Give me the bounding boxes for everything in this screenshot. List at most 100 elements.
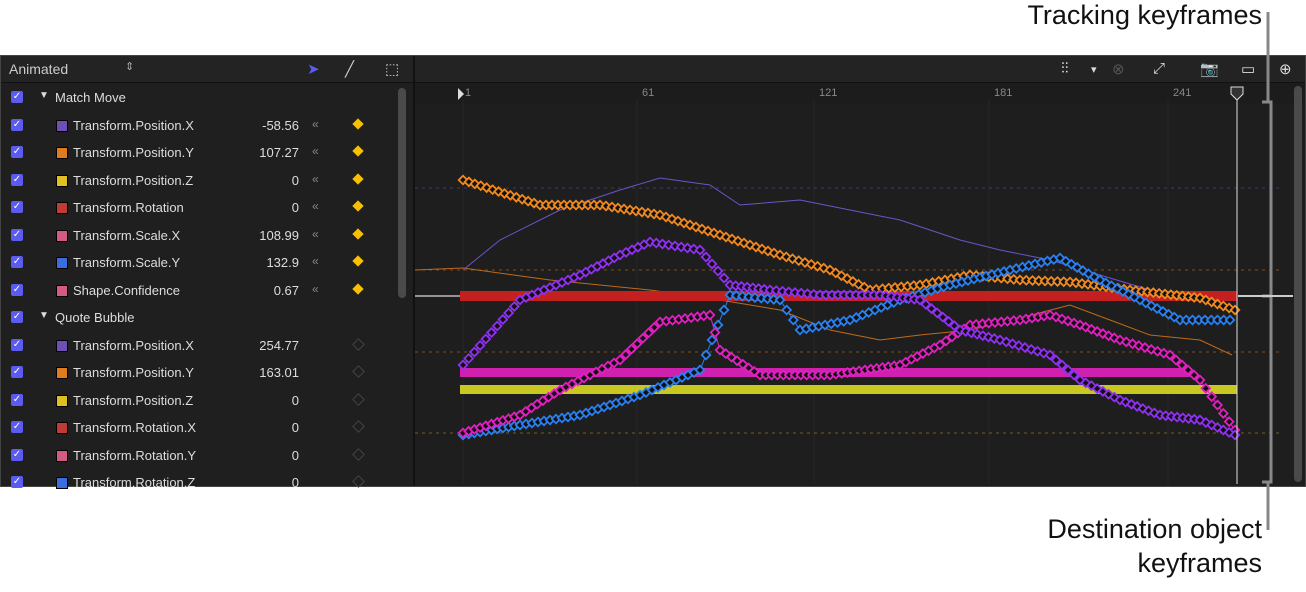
disclosure-triangle-icon[interactable]: ▼ (39, 310, 49, 321)
parameter-value[interactable]: 163.01 (259, 365, 299, 380)
checkbox[interactable]: ✓ (11, 91, 23, 103)
parameter-value[interactable]: 0 (291, 447, 299, 463)
keyframe-marker (637, 332, 649, 344)
keyframe-marker (1020, 274, 1032, 286)
parameter-row[interactable]: ✓ Transform.Rotation.X 0 (1, 414, 396, 441)
parameter-value[interactable]: 0 (291, 420, 299, 435)
fit-view-icon[interactable]: ▭ (1241, 61, 1256, 78)
disclosure-triangle-icon[interactable]: ▼ (39, 90, 49, 101)
parameter-row[interactable]: ✓ Transform.Position.X -58.56 « (1, 112, 396, 139)
checkbox[interactable]: ✓ (11, 228, 23, 241)
parameter-row[interactable]: ✓ Transform.Position.Z 0 « (1, 167, 396, 194)
keyframe-marker (808, 288, 820, 300)
keyframe-marker (983, 317, 995, 329)
parameter-row[interactable]: ✓ Transform.Position.Y 107.27 « (1, 139, 396, 166)
graph-scrollbar[interactable] (1294, 86, 1302, 482)
filter-popup[interactable]: Animated (9, 61, 69, 77)
keyframe-marker (948, 320, 960, 332)
camera-icon[interactable]: 📷 (1200, 61, 1219, 78)
keyframe-marker (468, 346, 480, 358)
keyframe-marker (820, 289, 832, 301)
chevron-down-icon[interactable]: ▾ (1091, 64, 1097, 76)
parameter-value[interactable]: 0 (291, 172, 299, 188)
list-scrollbar[interactable] (398, 88, 406, 298)
parameter-value[interactable]: 0 (291, 200, 299, 215)
bracket-tracking (1262, 100, 1273, 298)
arrow-tool-icon[interactable]: ➤ (307, 61, 320, 78)
checkbox[interactable]: ✓ (11, 146, 23, 158)
checkbox[interactable]: ✓ (11, 118, 23, 131)
keyframe-marker (783, 369, 795, 381)
previous-keyframe-icon[interactable]: « (312, 171, 319, 186)
checkbox[interactable]: ✓ (11, 448, 23, 461)
parameter-value[interactable]: 254.77 (259, 337, 299, 353)
keyframe-marker (770, 285, 782, 297)
group-row[interactable]: ✓ ▼ Quote Bubble (1, 304, 396, 331)
keyframe-marker (1014, 274, 1026, 286)
checkbox[interactable]: ✓ (11, 283, 23, 296)
checkbox[interactable]: ✓ (11, 201, 23, 213)
zoom-icon[interactable]: ⊕ (1279, 61, 1292, 78)
keyframe-marker (1045, 275, 1057, 287)
ruler-label: 61 (642, 87, 655, 99)
parameter-value[interactable]: 107.27 (259, 145, 299, 160)
parameter-value[interactable]: 0.67 (273, 282, 299, 298)
parameter-row[interactable]: ✓ Transform.Scale.Y 132.9 « (1, 249, 396, 276)
keyframe-marker (1193, 314, 1205, 326)
keyframe-marker (614, 354, 626, 366)
parameter-value[interactable]: 108.99 (259, 227, 299, 243)
checkbox[interactable]: ✓ (11, 421, 23, 433)
checkbox[interactable]: ✓ (11, 338, 23, 351)
parameter-row[interactable]: ✓ Transform.Position.X 254.77 (1, 332, 396, 359)
checkbox[interactable]: ✓ (11, 256, 23, 268)
clear-icon[interactable]: ⊗ (1112, 61, 1125, 78)
color-swatch (56, 229, 68, 242)
keyframe-marker (1174, 314, 1186, 326)
parameter-row[interactable]: ✓ Transform.Scale.X 108.99 « (1, 222, 396, 249)
playhead-handle (1230, 86, 1244, 101)
parameter-value[interactable]: 132.9 (266, 255, 299, 270)
group-row[interactable]: ✓ ▼ Match Move (1, 84, 396, 111)
keyframe-marker (503, 307, 515, 319)
keyframe-marker (631, 338, 643, 350)
keyframe-marker (760, 369, 772, 381)
keyframe-marker (862, 289, 874, 301)
previous-keyframe-icon[interactable]: « (312, 254, 319, 268)
parameter-row[interactable]: ✓ Transform.Rotation.Z 0 (1, 469, 396, 496)
updown-chevron-icon[interactable]: ⇕ (125, 61, 135, 73)
audio-waveform-icon[interactable]: ⫶⫶ (1061, 60, 1069, 77)
checkbox[interactable]: ✓ (11, 366, 23, 378)
checkbox[interactable]: ✓ (11, 476, 23, 488)
keyframe-marker (1008, 315, 1020, 327)
keyframe-marker (730, 290, 742, 302)
keyframe-marker (718, 304, 730, 316)
previous-keyframe-icon[interactable]: « (312, 116, 319, 131)
checkbox[interactable]: ✓ (11, 173, 23, 186)
keyframe-marker (766, 369, 778, 381)
parameter-value[interactable]: 0 (291, 475, 299, 490)
parameter-row[interactable]: ✓ Shape.Confidence 0.67 « (1, 277, 396, 304)
keyframe-marker (995, 316, 1007, 328)
group-name: Match Move (55, 90, 126, 105)
curve-fit-icon[interactable]: ⤢ (1153, 60, 1166, 77)
parameter-value[interactable]: 0 (291, 392, 299, 408)
keyframe-marker (643, 327, 655, 339)
previous-keyframe-icon[interactable]: « (312, 199, 319, 213)
previous-keyframe-icon[interactable]: « (312, 226, 319, 241)
keyframe-marker (485, 326, 498, 339)
parameter-row[interactable]: ✓ Transform.Rotation.Y 0 (1, 442, 396, 469)
graph-area[interactable]: ⫶⫶ ▾ ⊗ ⤢ 📷 ▭ ⊕ 1 61 121 181 241 (415, 56, 1305, 486)
previous-keyframe-icon[interactable]: « (312, 144, 319, 158)
checkbox[interactable]: ✓ (11, 311, 23, 323)
keyframe-marker (1033, 275, 1045, 287)
parameter-row[interactable]: ✓ Transform.Rotation 0 « (1, 194, 396, 221)
previous-keyframe-icon[interactable]: « (312, 281, 319, 296)
group-name: Quote Bubble (55, 310, 135, 325)
timeline-ruler[interactable]: 1 61 121 181 241 (415, 83, 1305, 103)
parameter-row[interactable]: ✓ Transform.Position.Y 163.01 (1, 359, 396, 386)
parameter-row[interactable]: ✓ Transform.Position.Z 0 (1, 387, 396, 414)
box-select-icon[interactable]: ⬚ (385, 61, 400, 78)
parameter-value[interactable]: -58.56 (262, 117, 299, 133)
pen-tool-icon[interactable]: ╱ (345, 61, 355, 78)
checkbox[interactable]: ✓ (11, 393, 23, 406)
